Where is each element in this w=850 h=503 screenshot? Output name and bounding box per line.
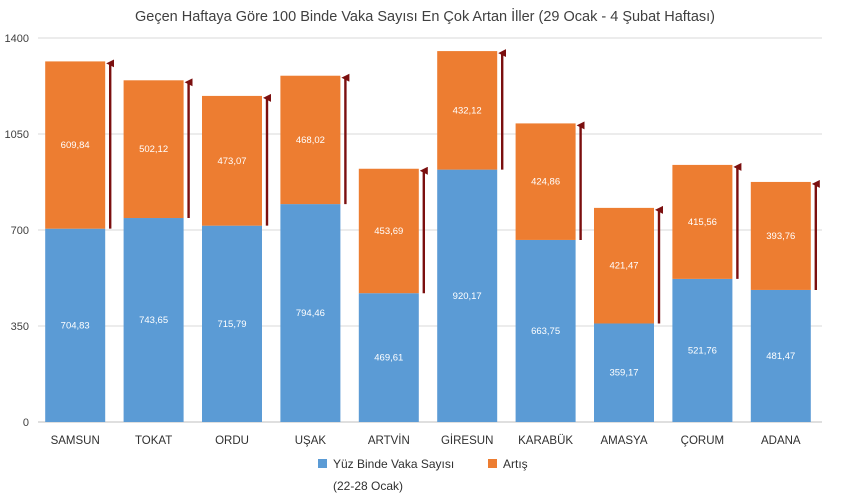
y-tick-label: 1050 — [5, 129, 29, 141]
x-tick-label: UŞAK — [295, 435, 327, 447]
bar-increase — [358, 168, 419, 294]
bar-increase — [672, 164, 733, 279]
bar-increase — [280, 75, 341, 205]
data-label-increase: 424,86 — [531, 177, 560, 188]
data-label-base: 663,75 — [531, 326, 560, 337]
data-label-increase: 502,12 — [139, 144, 168, 155]
bar-increase — [437, 51, 498, 170]
data-label-increase: 473,07 — [217, 156, 246, 167]
bar-base — [123, 218, 184, 422]
bar-base — [594, 323, 654, 422]
bar-increase — [750, 181, 811, 290]
legend-label-increase: Artış — [503, 457, 528, 471]
x-tick-label: GİRESUN — [441, 434, 493, 447]
data-label-base: 920,17 — [453, 291, 482, 302]
bar-increase — [123, 80, 184, 219]
bar-base — [672, 278, 733, 422]
bar-base — [202, 225, 262, 422]
data-label-base: 521,76 — [688, 345, 717, 356]
bar-increase — [45, 61, 106, 229]
y-tick-label: 350 — [11, 321, 29, 333]
data-label-base: 469,61 — [374, 353, 403, 364]
legend-label-base: Yüz Binde Vaka Sayısı — [333, 457, 454, 471]
x-tick-label: TOKAT — [135, 435, 172, 447]
bars: 704,83 609,84 743,65 502,12 715,79 473,07 794,… — [45, 51, 811, 422]
data-label-increase: 421,47 — [609, 261, 638, 272]
legend-swatch-base — [318, 459, 327, 468]
legend-label-base-line2: (22-28 Ocak) — [333, 479, 403, 493]
bar-base — [280, 204, 341, 422]
increase-arrows — [106, 49, 820, 324]
chart-title: Geçen Haftaya Göre 100 Binde Vaka Sayısı… — [135, 7, 715, 25]
x-axis-labels: SAMSUN TOKAT ORDU UŞAK ARTVİN GİRESUN KARABÜK A… — [51, 434, 801, 447]
y-tick-label: 700 — [11, 225, 29, 237]
x-tick-label: ÇORUM — [681, 435, 724, 447]
x-tick-label: ORDU — [215, 435, 249, 447]
data-label-increase: 609,84 — [61, 140, 90, 151]
data-label-increase: 432,12 — [453, 105, 482, 116]
data-label-increase: 468,02 — [296, 135, 325, 146]
y-axis-ticks: 0 350 700 1050 1400 — [5, 33, 29, 429]
bar-base — [437, 169, 498, 422]
bar-increase — [202, 95, 262, 226]
data-label-base: 794,46 — [296, 308, 325, 319]
x-tick-label: AMASYA — [600, 435, 647, 447]
y-tick-label: 0 — [23, 417, 29, 429]
bar-base — [750, 289, 811, 422]
x-tick-label: ADANA — [761, 435, 801, 447]
legend-swatch-increase — [488, 459, 497, 468]
data-label-increase: 453,69 — [374, 226, 403, 237]
data-label-increase: 393,76 — [766, 231, 795, 242]
data-label-base: 704,83 — [61, 320, 90, 331]
legend: Yüz Binde Vaka Sayısı (22-28 Ocak) Artış — [318, 457, 528, 493]
y-tick-label: 1400 — [5, 33, 29, 45]
bar-increase — [594, 207, 654, 324]
data-label-base: 359,17 — [609, 368, 638, 379]
data-label-base: 481,47 — [766, 351, 795, 362]
bar-base — [358, 293, 419, 422]
x-tick-label: SAMSUN — [51, 435, 100, 447]
bar-base — [45, 228, 106, 422]
data-label-base: 743,65 — [139, 315, 168, 326]
x-tick-label: ARTVİN — [368, 434, 410, 447]
x-tick-label: KARABÜK — [518, 435, 573, 447]
data-label-increase: 415,56 — [688, 217, 717, 228]
data-label-base: 715,79 — [217, 319, 246, 330]
bar-base — [515, 239, 576, 422]
bar-increase — [515, 123, 576, 240]
